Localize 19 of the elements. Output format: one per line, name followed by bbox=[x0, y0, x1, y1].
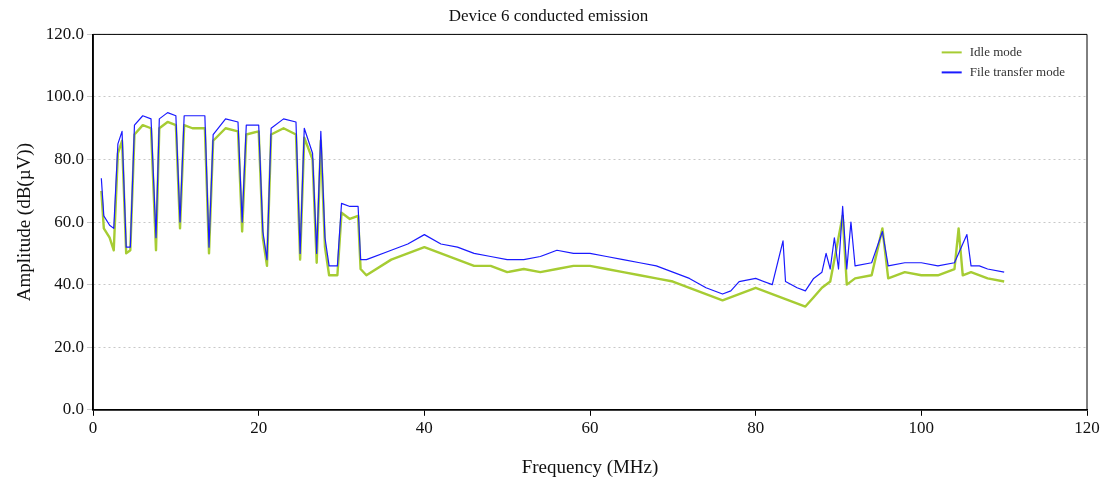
legend-label: Idle mode bbox=[969, 43, 1023, 59]
y-tick-label: 120.0 bbox=[45, 23, 85, 43]
chart-title: Device 6 conducted emission bbox=[448, 5, 649, 25]
x-axis-title: Frequency (MHz) bbox=[521, 455, 659, 478]
x-tick-label: 40 bbox=[415, 418, 433, 438]
legend-label: File transfer mode bbox=[969, 63, 1066, 79]
x-tick-label: 0 bbox=[88, 418, 98, 438]
y-tick-label: 60.0 bbox=[54, 211, 85, 231]
y-tick-label: 80.0 bbox=[54, 149, 85, 168]
y-tick-label: 100.0 bbox=[45, 86, 85, 106]
y-tick-label: 40.0 bbox=[54, 274, 85, 294]
x-tick-label: 120 bbox=[1074, 418, 1100, 438]
x-tick-label: 80 bbox=[747, 418, 765, 438]
y-axis-title: Amplitude (dB(µV)) bbox=[13, 143, 36, 302]
x-tick-label: 60 bbox=[581, 418, 599, 438]
x-tick-label: 100 bbox=[908, 418, 935, 438]
y-tick-label: 20.0 bbox=[54, 336, 85, 356]
y-tick-label: 0.0 bbox=[62, 399, 85, 419]
x-tick-label: 20 bbox=[250, 418, 268, 438]
